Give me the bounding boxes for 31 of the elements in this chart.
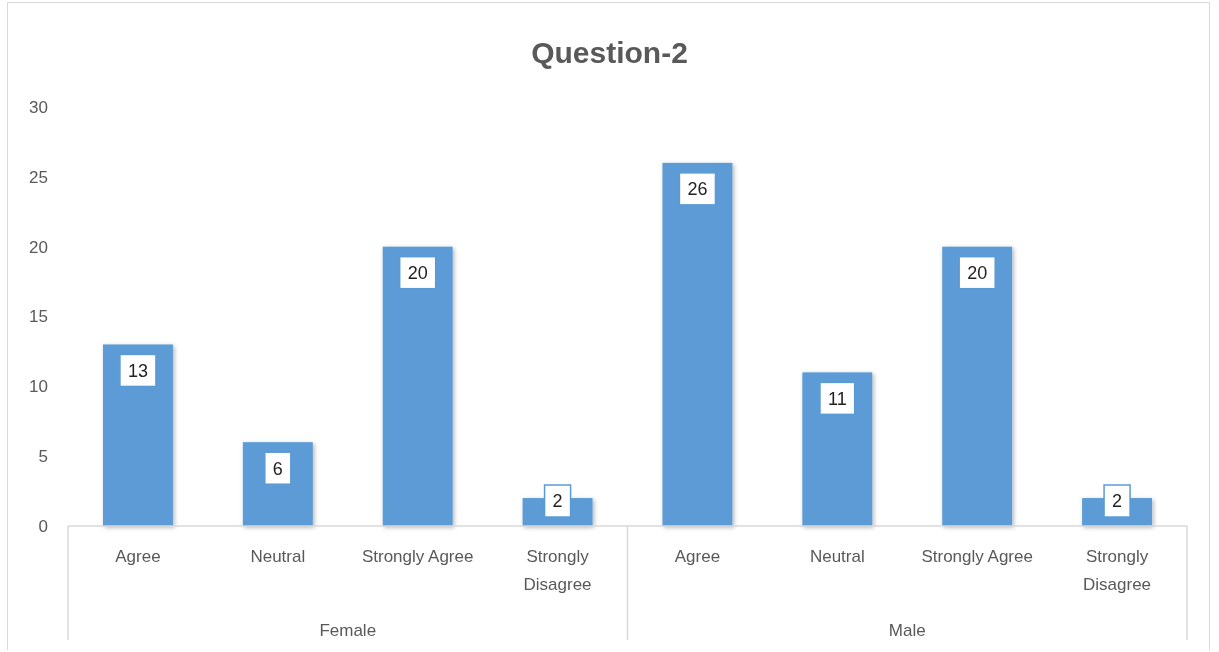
x-tick-label: Neutral (809, 546, 865, 566)
data-label: 6 (272, 458, 283, 479)
bar (802, 372, 873, 526)
data-label: 11 (827, 388, 847, 409)
data-label: 2 (552, 491, 563, 512)
x-tick-label: Strongly Agree (921, 546, 1033, 566)
x-tick-label: Agree (674, 546, 721, 566)
text: Male (888, 620, 926, 640)
bar (102, 344, 173, 526)
y-tick-label: 15 (29, 307, 48, 327)
data-label: 20 (407, 262, 428, 283)
y-tick-label: 30 (29, 97, 48, 117)
data-label: 13 (127, 360, 148, 381)
data-label: 26 (687, 179, 708, 200)
chart-title: Question-2 (531, 35, 688, 69)
x-tick-label: Strongly Disagree (523, 546, 592, 594)
x-tick-label: Neutral (250, 546, 306, 566)
x-tick-label: Strongly Disagree (1083, 546, 1152, 594)
y-tick-label: 5 (38, 447, 48, 467)
data-label: 2 (1112, 491, 1123, 512)
bar (662, 162, 733, 526)
x-tick-label: Strongly Agree (361, 546, 474, 566)
y-tick-label: 20 (29, 237, 48, 257)
y-tick-label: 10 (29, 377, 48, 397)
text: Female (319, 620, 377, 640)
bar (942, 246, 1013, 526)
x-tick-label: Agree (115, 546, 161, 566)
y-tick-label: 25 (29, 167, 48, 187)
data-label: 20 (967, 262, 988, 283)
bar (382, 246, 453, 526)
y-tick-label: 0 (38, 516, 48, 536)
